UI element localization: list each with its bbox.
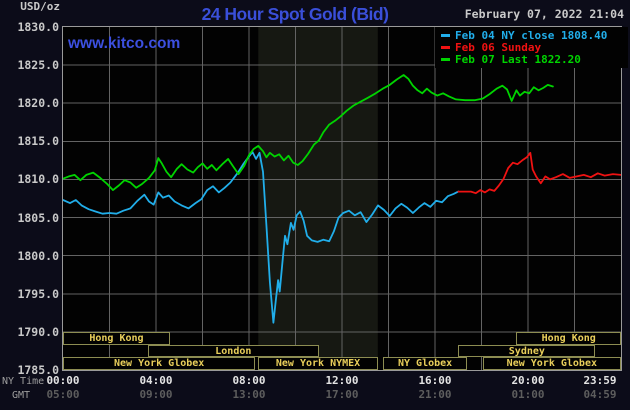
x-tick-ny-label: 16:00	[418, 374, 452, 387]
x-tick-gmt-label: 04:59	[583, 388, 617, 401]
series-feb07-last	[63, 74, 554, 192]
y-tick-label: 1790.0	[17, 324, 59, 339]
x-tick-gmt-label: 01:00	[511, 388, 545, 401]
legend-dash-icon	[441, 45, 450, 49]
x-tick-ny-label: 08:00	[232, 374, 266, 387]
legend-dash-icon	[441, 33, 450, 37]
series-feb04-ny-close	[63, 151, 460, 324]
kitco-watermark: www.kitco.com	[68, 35, 181, 52]
series-feb06-sunday	[457, 151, 621, 195]
x-tick-gmt-label: 09:00	[139, 388, 173, 401]
date-time-label: February 07, 2022 21:04	[464, 7, 624, 21]
x-tick-gmt-label: 05:00	[46, 388, 80, 401]
chart-canvas	[63, 27, 621, 370]
session-box-ny-globex: NY Globex	[382, 357, 468, 370]
y-tick-label: 1800.0	[17, 248, 59, 263]
session-box-new-york-nymex: New York NYMEX	[258, 357, 378, 370]
legend-item-feb07: Feb 07 Last 1822.20	[435, 53, 628, 67]
x-tick-ny-label: 12:00	[325, 374, 359, 387]
legend: Feb 04 NY close 1808.40 Feb 06 Sunday Feb …	[435, 27, 628, 68]
y-axis-units-label: USD/oz	[20, 0, 60, 13]
session-box-hong-kong: Hong Kong	[516, 332, 621, 345]
ny-time-caption: NY Time	[2, 376, 45, 387]
session-box-sydney: Sydney	[458, 344, 596, 358]
y-tick-label: 1830.0	[17, 20, 59, 34]
y-tick-label: 1825.0	[17, 58, 59, 73]
x-tick-gmt-label: 21:00	[418, 388, 452, 401]
session-box-new-york-globex: New York Globex	[63, 357, 256, 370]
session-box-hong-kong: Hong Kong	[63, 332, 170, 345]
y-tick-label: 1815.0	[17, 134, 59, 149]
x-tick-ny-label: 20:00	[511, 374, 545, 387]
session-box-new-york-globex: New York Globex	[482, 357, 621, 370]
x-tick-ny-label: 23:59	[583, 374, 617, 387]
y-tick-label: 1810.0	[17, 172, 59, 187]
legend-label: Feb 06 Sunday	[455, 40, 542, 54]
y-tick-label: 1785.0	[17, 363, 59, 377]
y-tick-label: 1805.0	[17, 210, 59, 225]
x-tick-ny-label: 00:00	[46, 374, 80, 387]
plot-area: Hong Kong Hong Kong London Sydney New York G…	[62, 26, 622, 371]
legend-item-feb04: Feb 04 NY close 1808.40	[435, 28, 628, 42]
nymex-session-band	[258, 27, 378, 370]
legend-dash-icon	[441, 58, 450, 62]
gmt-caption: GMT	[12, 390, 31, 401]
y-tick-label: 1820.0	[17, 96, 59, 111]
x-tick-gmt-label: 13:00	[232, 388, 266, 401]
chart-title: 24 Hour Spot Gold (Bid)	[201, 4, 389, 24]
x-tick-gmt-label: 17:00	[325, 388, 359, 401]
legend-item-feb06: Feb 06 Sunday	[435, 40, 628, 54]
legend-label: Feb 04 NY close 1808.40	[455, 28, 608, 42]
legend-label: Feb 07 Last 1822.20	[455, 53, 581, 67]
x-tick-ny-label: 04:00	[139, 374, 173, 387]
y-tick-label: 1795.0	[17, 286, 59, 301]
session-box-london: London	[147, 344, 319, 358]
